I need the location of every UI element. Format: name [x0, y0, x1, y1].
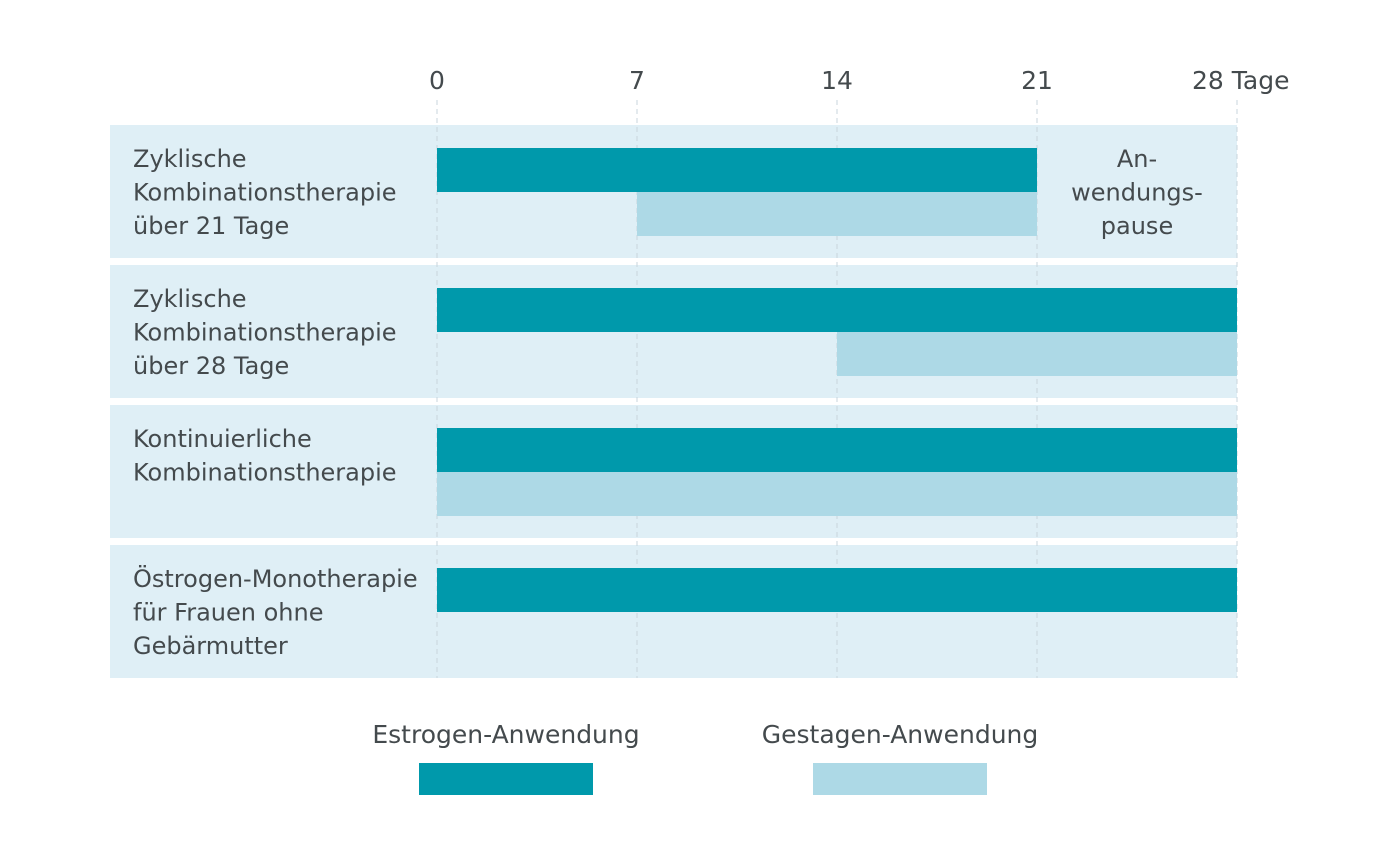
- pause-annotation-line-2: wendungs-: [1071, 179, 1203, 207]
- row-2-label-line-3: über 28 Tage: [133, 352, 289, 380]
- x-tick-label-28: 28 Tage: [1192, 66, 1289, 95]
- gestagen-bar-row-3: [437, 472, 1237, 516]
- row-4-label-line-1: Östrogen-Monotherapie: [133, 564, 418, 593]
- legend-swatch-estrogen: [419, 763, 593, 795]
- gestagen-bar-row-1: [637, 192, 1037, 236]
- row-labels: Zyklische Kombinationstherapie über 21 Tag…: [133, 145, 1203, 660]
- estrogen-bar-row-3: [437, 428, 1237, 472]
- legend: Estrogen-Anwendung Gestagen-Anwendung: [372, 720, 1038, 795]
- legend-swatch-gestagen: [813, 763, 987, 795]
- row-4-label-line-3: Gebärmutter: [133, 632, 288, 660]
- row-1-label-line-1: Zyklische: [133, 145, 247, 173]
- row-2-label-line-1: Zyklische: [133, 285, 247, 313]
- pause-annotation-line-3: pause: [1101, 212, 1173, 240]
- x-tick-label-7: 7: [629, 66, 645, 95]
- row-3-label-line-1: Kontinuierliche: [133, 425, 312, 453]
- x-tick-label-14: 14: [821, 66, 853, 95]
- row-4-label-line-2: für Frauen ohne: [133, 599, 323, 627]
- estrogen-bar-row-1: [437, 148, 1037, 192]
- x-tick-label-21: 21: [1021, 66, 1053, 95]
- x-axis-ticks: 0 7 14 21 28 Tage: [429, 66, 1289, 95]
- row-2-label-line-2: Kombinationstherapie: [133, 319, 397, 347]
- legend-label-gestagen: Gestagen-Anwendung: [762, 720, 1039, 749]
- row-1-label-line-2: Kombinationstherapie: [133, 179, 397, 207]
- row-1-label-line-3: über 21 Tage: [133, 212, 289, 240]
- bars: [437, 148, 1237, 612]
- x-tick-label-0: 0: [429, 66, 445, 95]
- legend-label-estrogen: Estrogen-Anwendung: [372, 720, 639, 749]
- estrogen-bar-row-2: [437, 288, 1237, 332]
- gestagen-bar-row-2: [837, 332, 1237, 376]
- row-3-label-line-2: Kombinationstherapie: [133, 459, 397, 487]
- pause-annotation-line-1: An-: [1117, 145, 1157, 173]
- estrogen-bar-row-4: [437, 568, 1237, 612]
